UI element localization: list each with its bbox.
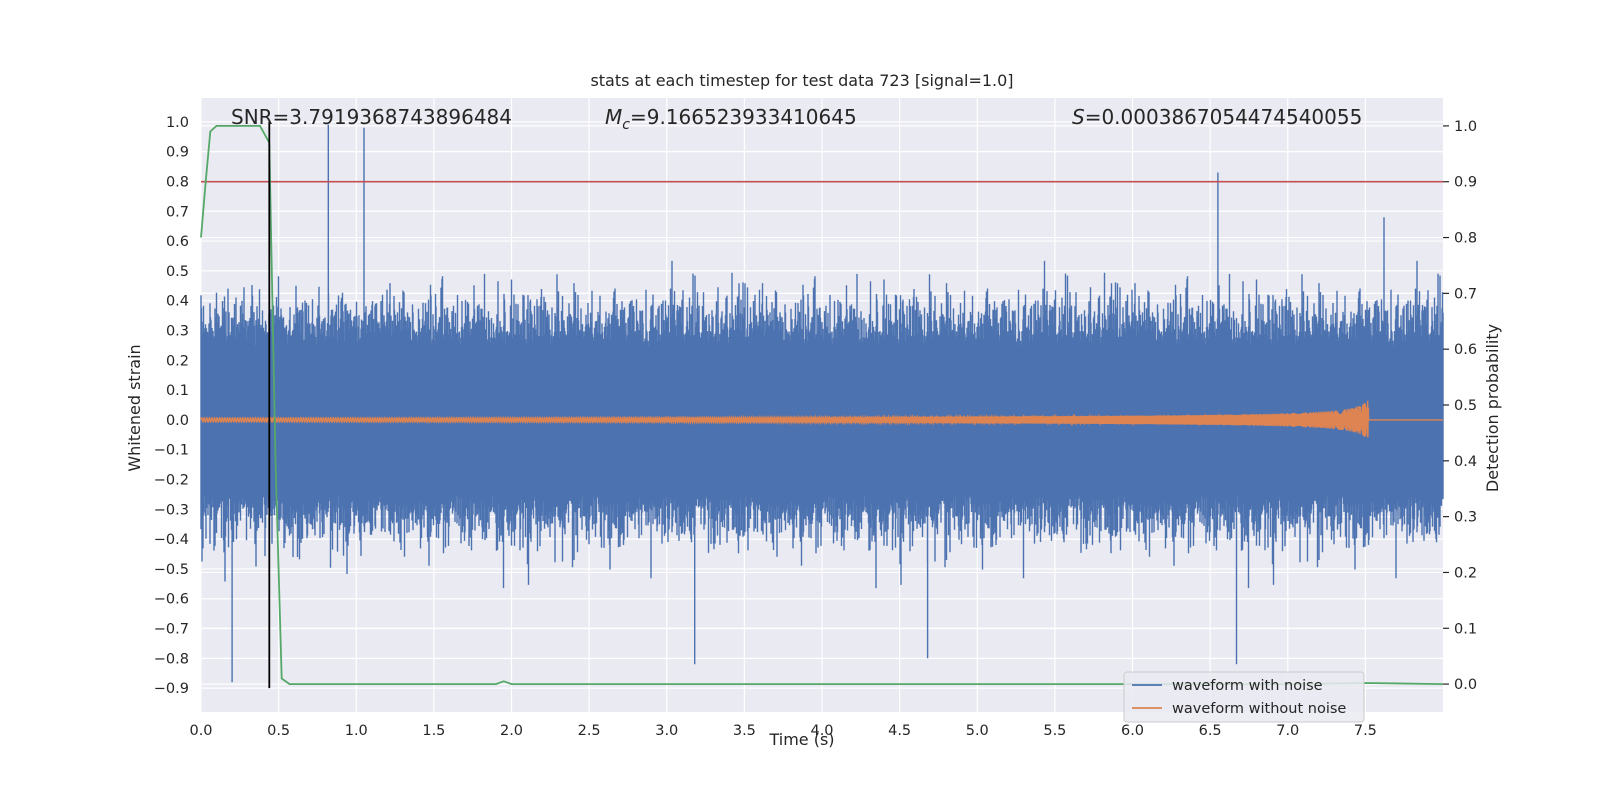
y-tick-label: −0.7 [154,622,189,638]
x-tick-label: 4.5 [888,723,911,739]
x-tick-label: 0.0 [189,723,212,739]
legend-entry-noise: waveform with noise [1172,678,1323,694]
chirp-mass-subscript: c [622,117,630,133]
right-y-tick-label: 0.5 [1454,398,1477,414]
x-axis-label: Time (s) [768,730,834,749]
right-y-tick-label: 0.3 [1454,510,1477,526]
detection-probability-line [200,125,1444,685]
y-tick-label: 0.5 [166,264,189,280]
right-y-tick-label: 1.0 [1454,119,1477,135]
y-tick-label: −0.6 [154,592,189,608]
right-y-axis-label: Detection probability [1483,324,1502,492]
x-tick-label: 2.0 [500,723,523,739]
right-y-tick-label: 0.9 [1454,175,1477,191]
y-tick-label: 0.4 [166,294,189,310]
y-tick-label: 0.0 [166,413,189,429]
y-tick-label: 0.9 [166,145,189,161]
chirp-mass-annotation: Mc=9.166523933410645 [605,105,857,133]
snr-annotation: SNR=3.7919368743896484 [231,105,512,129]
x-tick-label: 0.5 [267,723,290,739]
y-tick-label: 0.6 [166,234,189,250]
x-tick-label: 7.0 [1276,723,1299,739]
y-tick-label: 0.7 [166,204,189,220]
x-tick-label: 3.5 [733,723,756,739]
right-y-tick-label: 0.0 [1454,677,1477,693]
y-tick-label: −0.2 [154,473,189,489]
y-tick-label: −0.1 [154,443,189,459]
y-tick-label: 0.2 [166,353,189,369]
right-y-tick-label: 0.8 [1454,231,1477,247]
chart-title: stats at each timestep for test data 723… [590,71,1013,90]
right-y-axis-ticks: 1.0 0.9 0.8 0.7 0.6 0.5 0.4 0.3 0.2 0.1 0.0 [1443,119,1477,693]
legend: waveform with noise waveform without noi… [1123,671,1365,723]
y-tick-label: −0.3 [154,502,189,518]
x-tick-label: 5.5 [1043,723,1066,739]
right-y-tick-label: 0.1 [1454,621,1477,637]
s-annotation: S=0.0003867054474540055 [1072,105,1362,129]
chirp-waveform-line [200,400,1443,438]
x-tick-label: 5.0 [966,723,989,739]
s-symbol: S [1072,105,1085,129]
x-tick-label: 1.0 [345,723,368,739]
x-tick-label: 7.5 [1354,723,1377,739]
detection-probability-series [200,121,1444,689]
right-y-tick-label: 0.4 [1454,454,1477,470]
x-tick-label: 3.0 [655,723,678,739]
y-tick-label: −0.4 [154,532,189,548]
right-y-tick-label: 0.7 [1454,286,1477,302]
y-tick-label: 0.3 [166,323,189,339]
right-y-tick-label: 0.6 [1454,342,1477,358]
chirp-mass-value: =9.166523933410645 [630,105,857,129]
x-tick-label: 4.0 [810,723,833,739]
y-axis-ticks: 1.0 0.9 0.8 0.7 0.6 0.5 0.4 0.3 0.2 0.1 0.0 −0.1 −0.… [154,115,189,697]
y-tick-label: 1.0 [166,115,189,131]
chirp-mass-symbol: M [605,105,622,129]
y-tick-label: −0.8 [154,651,189,667]
x-axis-ticks: 0.0 0.5 1.0 1.5 2.0 2.5 3.0 3.5 4.0 4.5 5.0 5.5 6.0 6… [189,723,1376,739]
x-tick-label: 6.0 [1121,723,1144,739]
legend-entry-no-noise: waveform without noise [1172,701,1346,717]
waveform-without-noise-series [200,400,1443,438]
x-tick-label: 1.5 [422,723,445,739]
right-y-tick-label: 0.2 [1454,565,1477,581]
x-tick-label: 6.5 [1199,723,1222,739]
y-tick-label: 0.8 [166,174,189,190]
y-axis-label: Whitened strain [125,344,144,471]
s-value: =0.0003867054474540055 [1085,105,1363,129]
y-tick-label: −0.5 [154,562,189,578]
legend-box [1123,671,1365,723]
y-tick-label: −0.9 [154,681,189,697]
x-tick-label: 2.5 [578,723,601,739]
y-tick-label: 0.1 [166,383,189,399]
